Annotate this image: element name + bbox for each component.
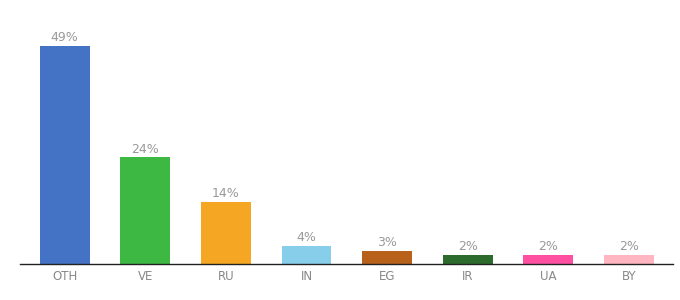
Bar xyxy=(39,46,90,264)
Text: 2%: 2% xyxy=(539,240,558,253)
Text: 24%: 24% xyxy=(131,142,159,156)
Bar xyxy=(282,246,331,264)
Bar xyxy=(120,157,170,264)
Text: 49%: 49% xyxy=(51,32,79,44)
Bar xyxy=(443,255,493,264)
Text: 14%: 14% xyxy=(212,187,240,200)
Text: 2%: 2% xyxy=(619,240,639,253)
Text: 4%: 4% xyxy=(296,231,316,244)
Text: 3%: 3% xyxy=(377,236,397,249)
Bar xyxy=(604,255,654,264)
Bar xyxy=(362,251,412,264)
Bar xyxy=(524,255,573,264)
Text: 2%: 2% xyxy=(458,240,477,253)
Bar xyxy=(201,202,251,264)
